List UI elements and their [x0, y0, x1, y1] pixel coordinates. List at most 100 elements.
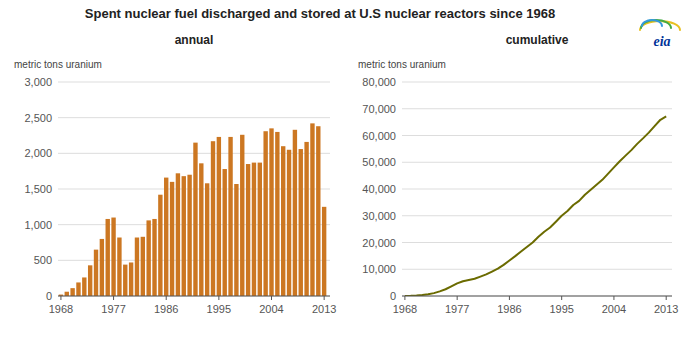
- y-tick-label: 2,000: [24, 147, 52, 159]
- bar: [316, 126, 320, 296]
- y-axis-label: metric tons uranium: [14, 59, 102, 70]
- y-tick-label: 3,000: [24, 76, 52, 88]
- bar: [263, 131, 267, 296]
- bar: [234, 184, 238, 296]
- x-tick: [613, 296, 614, 300]
- x-tick-label: 2004: [259, 303, 283, 315]
- x-tick: [60, 296, 61, 300]
- bar: [164, 178, 168, 296]
- bar: [304, 142, 308, 296]
- x-tick-label: 1977: [445, 303, 469, 315]
- bar: [117, 238, 121, 296]
- bar: [176, 173, 180, 296]
- bar: [293, 130, 297, 296]
- grid-line: [402, 269, 672, 270]
- chart-canvas: Spent nuclear fuel discharged and stored…: [0, 0, 700, 359]
- y-tick-label: 500: [34, 254, 52, 266]
- grid-line: [58, 82, 330, 83]
- bar: [275, 132, 279, 296]
- x-tick-label: 1968: [393, 303, 417, 315]
- bar: [269, 128, 273, 296]
- x-tick: [457, 296, 458, 300]
- bar: [223, 169, 227, 296]
- x-tick: [324, 296, 325, 300]
- grid-line: [58, 296, 330, 297]
- bar: [287, 150, 291, 296]
- bar: [182, 176, 186, 296]
- y-tick-label: 80,000: [362, 76, 396, 88]
- panel-line: cumulativemetric tons uranium010,00020,0…: [358, 33, 678, 315]
- bar: [135, 238, 139, 296]
- y-tick-label: 1,500: [24, 183, 52, 195]
- panel-bar: annual metric tons uranium 0 500 1,000 1,500 2…: [14, 33, 336, 315]
- x-tick-label: 1977: [101, 303, 125, 315]
- bar: [211, 141, 215, 296]
- bar: [123, 265, 127, 296]
- x-tick-label: 2004: [602, 303, 626, 315]
- x-tick: [166, 296, 167, 300]
- x-tick-label: 1986: [497, 303, 521, 315]
- y-tick-label: 50,000: [362, 156, 396, 168]
- grid-line: [402, 296, 672, 297]
- bar: [199, 163, 203, 296]
- logo: eia: [640, 20, 680, 49]
- grid-line: [402, 162, 672, 163]
- bar: [70, 288, 74, 296]
- x-tick: [218, 296, 219, 300]
- bar: [88, 265, 92, 296]
- bar: [240, 135, 244, 296]
- bar: [111, 218, 115, 296]
- marks: [405, 116, 666, 296]
- bar: [217, 137, 221, 296]
- title: Spent nuclear fuel discharged and stored…: [85, 6, 555, 21]
- bar: [152, 219, 156, 296]
- bar: [76, 282, 80, 296]
- bar: [158, 195, 162, 296]
- y-tick-label: 10,000: [362, 263, 396, 275]
- logo-arc: [640, 21, 680, 30]
- bar: [187, 175, 191, 296]
- logo-arc: [642, 20, 662, 26]
- x-tick: [113, 296, 114, 300]
- grid-line: [402, 108, 672, 109]
- bar: [94, 250, 98, 296]
- bar: [299, 149, 303, 296]
- logo-arc: [641, 20, 671, 28]
- y-tick-label: 30,000: [362, 210, 396, 222]
- bar: [146, 220, 150, 296]
- grid-line: [402, 135, 672, 136]
- x-tick-label: 2013: [654, 303, 678, 315]
- y-tick-label: 40,000: [362, 183, 396, 195]
- bar: [246, 164, 250, 296]
- subtitle: cumulative: [506, 33, 569, 47]
- x-tick: [666, 296, 667, 300]
- x-tick-label: 1995: [549, 303, 573, 315]
- bar: [82, 277, 86, 296]
- bar: [129, 262, 133, 296]
- y-tick-label: 0: [46, 290, 52, 302]
- bar: [193, 143, 197, 296]
- y-tick-label: 1,000: [24, 219, 52, 231]
- bar: [100, 239, 104, 296]
- grid-line: [402, 242, 672, 243]
- y-axis-label: metric tons uranium: [358, 59, 446, 70]
- marks: [59, 123, 327, 296]
- bar: [252, 163, 256, 296]
- y-tick-label: 20,000: [362, 237, 396, 249]
- x-tick: [404, 296, 405, 300]
- x-tick-label: 1968: [49, 303, 73, 315]
- annotation: eia: [653, 34, 670, 49]
- grid-line: [402, 215, 672, 216]
- subtitle: annual: [175, 33, 214, 47]
- bar: [141, 237, 145, 296]
- grid-line: [402, 189, 672, 190]
- x-tick: [271, 296, 272, 300]
- x-axis-line: [402, 296, 672, 297]
- x-tick-label: 1986: [154, 303, 178, 315]
- grid-line: [58, 117, 330, 118]
- x-axis-line: [58, 296, 330, 297]
- line: [405, 116, 666, 296]
- bar: [281, 146, 285, 296]
- x-tick-label: 2013: [312, 303, 336, 315]
- bar: [106, 219, 110, 296]
